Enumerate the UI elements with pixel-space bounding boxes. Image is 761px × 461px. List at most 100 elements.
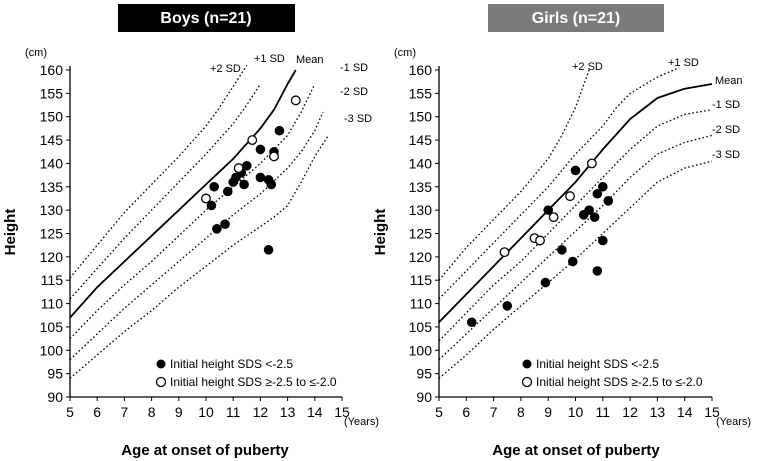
girls-y-tick-label: 130: [409, 202, 433, 218]
girls-legend: Initial height SDS <-2.5 Initial height …: [521, 357, 703, 389]
girls-title: Girls (n=21): [532, 10, 620, 27]
girls-x-tick-label: 12: [622, 404, 638, 420]
girls-y-tick-label: 145: [409, 132, 433, 148]
girls-x-tick-label: 11: [596, 404, 611, 420]
boys-point-open: [247, 135, 258, 146]
girls-x-unit: (Years): [716, 416, 751, 428]
girls-y-tick-label: 160: [409, 62, 433, 78]
girls-y-unit: (cm): [394, 47, 416, 59]
boys-legend-open-label: Initial height SDS ≥-2.5 to ≤-2.0: [170, 375, 337, 389]
girls-x-tick-label: 7: [490, 404, 498, 420]
boys-point-filled: [242, 160, 252, 171]
girls-point-filled: [584, 205, 594, 215]
boys-x-axis-title: Age at onset of puberty: [121, 442, 289, 459]
girls-x-tick-label: 15: [704, 404, 720, 420]
boys-y-tick-label: 130: [40, 202, 64, 218]
girls-curve-plus1sd: [438, 67, 680, 300]
girls-x-tick-label: 6: [462, 404, 470, 420]
boys-curve-label-minus1sd: -1 SD: [340, 62, 368, 74]
boys-y-axis-title: Height: [2, 209, 19, 256]
girls-point-open: [548, 212, 559, 223]
boys-point-filled: [222, 186, 233, 197]
boys-y-tick-label: 135: [40, 179, 64, 195]
boys-x-tick-label: 8: [148, 404, 156, 420]
boys-curve-minus2sd: [69, 111, 324, 361]
girls-y-tick-label: 100: [409, 342, 433, 358]
girls-point-open: [586, 158, 597, 169]
boys-axes: 9095100105110115120125130135140145150155…: [40, 62, 350, 420]
boys-y-tick-label: 125: [40, 226, 64, 242]
boys-point-open: [290, 95, 301, 106]
girls-legend-open-label: Initial height SDS ≥-2.5 to ≤-2.0: [536, 375, 703, 389]
boys-y-tick-label: 160: [40, 62, 64, 78]
boys-title: Boys (n=21): [160, 10, 251, 27]
boys-x-tick-label: 13: [280, 404, 296, 420]
boys-curve-label-plus1sd: +1 SD: [254, 53, 285, 65]
boys-x-tick-label: 6: [93, 404, 101, 420]
girls-point-filled: [598, 181, 608, 192]
boys-curve-mean: [69, 69, 297, 319]
boys-point-filled: [263, 245, 274, 255]
boys-y-tick-label: 90: [47, 389, 63, 405]
girls-reference-curves: [438, 67, 713, 379]
boys-curve-minus3sd: [69, 135, 329, 379]
boys-point-filled: [255, 144, 266, 155]
girls-curve-label-plus1sd: +1 SD: [668, 57, 699, 69]
girls-point-filled: [502, 301, 513, 311]
girls-curve-label-minus3sd: -3 SD: [712, 149, 740, 161]
boys-point-filled: [212, 224, 222, 234]
boys-point-filled: [209, 181, 219, 192]
boys-legend-filled-marker: [156, 359, 166, 369]
girls-point-open: [499, 247, 510, 258]
girls-y-tick-label: 95: [416, 366, 432, 382]
girls-curve-label-mean: Mean: [715, 75, 743, 87]
girls-legend-open-marker: [521, 376, 533, 388]
girls-x-tick-label: 8: [517, 404, 525, 420]
boys-curve-label-minus2sd: -2 SD: [340, 86, 368, 98]
girls-y-tick-label: 90: [416, 389, 432, 405]
boys-x-unit: (Years): [344, 416, 379, 428]
boys-curve-plus2sd: [69, 64, 248, 279]
boys-point-open: [269, 151, 279, 162]
girls-y-tick-label: 150: [409, 109, 433, 125]
boys-y-tick-label: 140: [40, 155, 64, 171]
boys-curve-minus1sd: [69, 83, 316, 340]
girls-curve-label-minus2sd: -2 SD: [712, 124, 740, 136]
girls-curve-label-minus1sd: -1 SD: [712, 99, 740, 111]
boys-y-tick-label: 145: [40, 132, 64, 148]
boys-x-tick-label: 5: [66, 404, 74, 420]
girls-x-tick-label: 10: [568, 404, 584, 420]
boys-x-tick-label: 15: [334, 404, 350, 420]
girls-point-filled: [603, 196, 614, 206]
girls-y-tick-label: 115: [410, 272, 433, 288]
girls-point-filled: [557, 245, 567, 255]
girls-point-open: [565, 191, 575, 202]
boys-y-tick-label: 95: [47, 366, 63, 382]
boys-point-open: [201, 193, 211, 204]
boys-curve-label-plus2sd: +2 SD: [210, 63, 241, 75]
boys-y-tick-label: 150: [40, 109, 64, 125]
boys-y-tick-label: 100: [40, 342, 64, 358]
girls-y-tick-label: 155: [409, 85, 433, 101]
boys-title-box: [118, 4, 295, 32]
girls-point-filled: [540, 277, 551, 288]
girls-curve-minus3sd: [438, 160, 713, 379]
girls-x-tick-label: 9: [544, 404, 552, 420]
boys-curve-label-minus3sd: -3 SD: [344, 113, 372, 125]
boys-point-open: [233, 163, 244, 174]
boys-x-tick-label: 9: [175, 404, 183, 420]
boys-panel: Boys (n=21) (cm) (Years) Age at onset of…: [2, 4, 379, 459]
boys-x-tick-label: 7: [121, 404, 129, 420]
girls-point-filled: [592, 188, 603, 199]
girls-y-axis-title: Height: [372, 209, 389, 256]
boys-x-tick-label: 11: [226, 404, 241, 420]
boys-point-filled: [206, 200, 217, 211]
girls-x-tick-label: 13: [650, 404, 666, 420]
girls-y-tick-label: 110: [410, 296, 433, 312]
boys-y-tick-label: 110: [41, 296, 64, 312]
boys-point-filled: [239, 179, 249, 190]
girls-y-tick-label: 125: [409, 226, 433, 242]
girls-point-filled: [567, 256, 578, 267]
girls-axes: 9095100105110115120125130135140145150155…: [409, 62, 720, 420]
